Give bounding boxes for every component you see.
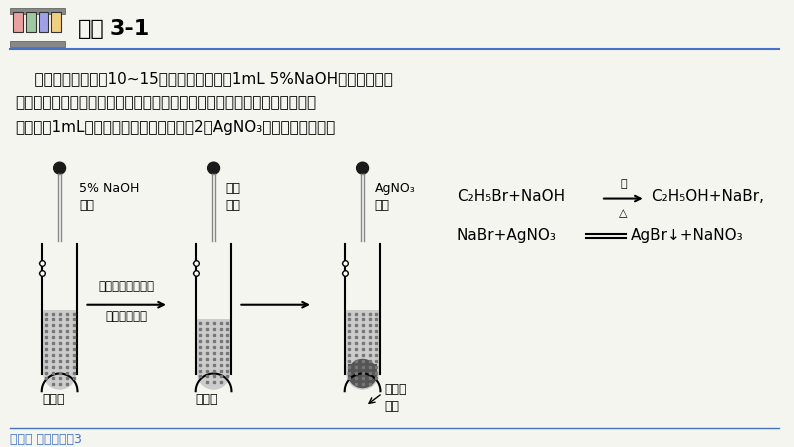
Bar bbox=[39, 12, 48, 33]
Text: 5% NaOH
溶液: 5% NaOH 溶液 bbox=[79, 182, 140, 212]
Bar bbox=[13, 12, 23, 33]
Text: 取上层水溶液: 取上层水溶液 bbox=[106, 310, 148, 323]
Text: 溴乙烷: 溴乙烷 bbox=[43, 393, 65, 406]
Text: 加热，静置。待溶液分层后，用胶头滴管小心吸取少量上层水溶液，移入另: 加热，静置。待溶液分层后，用胶头滴管小心吸取少量上层水溶液，移入另 bbox=[15, 95, 316, 110]
Bar bbox=[40, 18, 48, 28]
Text: △: △ bbox=[619, 208, 627, 219]
Text: NaBr+AgNO₃: NaBr+AgNO₃ bbox=[457, 228, 557, 244]
Bar bbox=[197, 320, 230, 374]
Circle shape bbox=[346, 357, 379, 390]
Text: AgBr↓+NaNO₃: AgBr↓+NaNO₃ bbox=[630, 228, 743, 244]
Bar bbox=[51, 12, 61, 33]
Circle shape bbox=[207, 162, 219, 174]
Circle shape bbox=[43, 357, 76, 390]
Circle shape bbox=[197, 357, 230, 390]
Circle shape bbox=[54, 162, 66, 174]
Bar bbox=[27, 18, 35, 28]
Bar bbox=[10, 8, 64, 14]
Bar bbox=[52, 18, 60, 28]
Text: 振荡后加热，静置: 振荡后加热，静置 bbox=[98, 280, 155, 293]
Text: C₂H₅Br+NaOH: C₂H₅Br+NaOH bbox=[457, 189, 565, 204]
Text: AgNO₃
溶液: AgNO₃ 溶液 bbox=[375, 182, 415, 212]
Bar bbox=[26, 12, 36, 33]
Bar bbox=[346, 310, 379, 374]
Text: 取一支试管，滴入10~15滴溴乙烷，再加入1mL 5%NaOH溶液，振荡后: 取一支试管，滴入10~15滴溴乙烷，再加入1mL 5%NaOH溶液，振荡后 bbox=[15, 71, 393, 86]
Circle shape bbox=[348, 359, 377, 388]
Text: C₂H₅OH+NaBr,: C₂H₅OH+NaBr, bbox=[650, 189, 764, 204]
Text: 实验: 实验 bbox=[78, 20, 104, 39]
Bar bbox=[14, 18, 22, 28]
Text: 上层
清液: 上层 清液 bbox=[225, 182, 241, 212]
Text: 3-1: 3-1 bbox=[110, 20, 149, 39]
Text: 一支盛有1mL稀硝酸的试管中，然后加入2滴AgNO₃溶液，观察现象。: 一支盛有1mL稀硝酸的试管中，然后加入2滴AgNO₃溶液，观察现象。 bbox=[15, 120, 335, 135]
Text: 淡黄色
沉淀: 淡黄色 沉淀 bbox=[384, 384, 407, 413]
Bar bbox=[43, 310, 76, 374]
Bar bbox=[10, 41, 64, 47]
Circle shape bbox=[357, 162, 368, 174]
Bar bbox=[348, 364, 377, 371]
Text: 稀硝酸: 稀硝酸 bbox=[195, 393, 218, 406]
Text: 人教版 选择性必修3: 人教版 选择性必修3 bbox=[10, 433, 82, 446]
Text: 水: 水 bbox=[620, 179, 626, 189]
